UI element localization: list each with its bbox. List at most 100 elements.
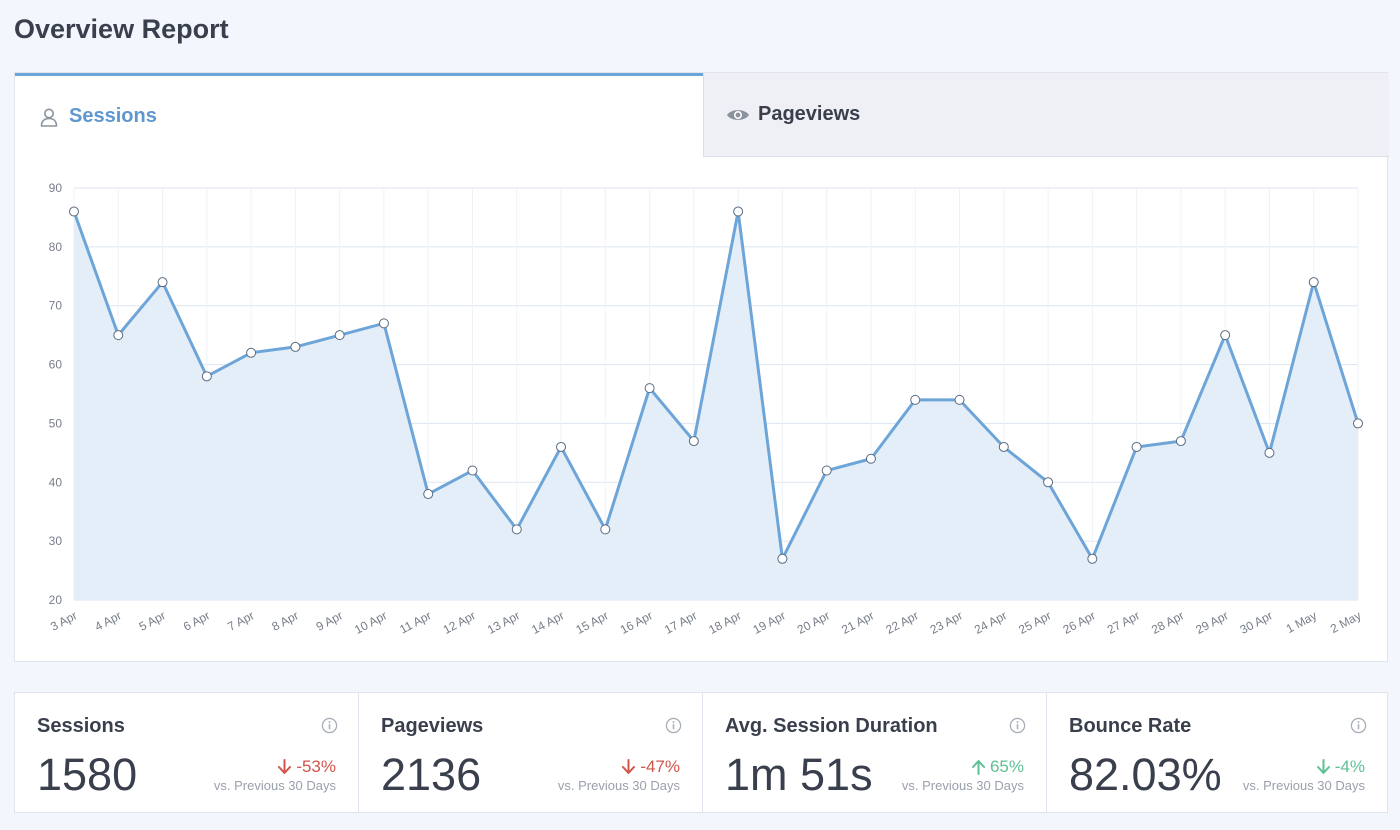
x-tick-label: 19 Apr [751, 608, 788, 637]
x-tick-label: 12 Apr [441, 608, 478, 637]
stat-change-value: -4% [1334, 757, 1365, 776]
x-tick-label: 4 Apr [92, 608, 123, 634]
tab-sessions[interactable]: Sessions [15, 73, 703, 157]
data-point [423, 489, 434, 500]
x-tick-label: 5 Apr [137, 608, 168, 634]
x-tick-label: 24 Apr [972, 608, 1009, 637]
info-icon[interactable] [665, 717, 682, 734]
stat-change: -47% [621, 757, 680, 777]
data-point [378, 318, 389, 329]
data-point [1131, 441, 1142, 452]
x-tick-label: 13 Apr [485, 608, 522, 637]
stat-change: -53% [277, 757, 336, 777]
x-tick-label: 14 Apr [529, 608, 566, 637]
stat-card-avg-session-duration: Avg. Session Duration 1m 51s 65% vs. Pre… [702, 692, 1047, 813]
data-point [290, 341, 301, 352]
x-tick-label: 26 Apr [1061, 608, 1098, 637]
stat-change-value: 65% [989, 757, 1024, 776]
user-icon [37, 105, 61, 129]
x-tick-label: 11 Apr [397, 608, 433, 636]
y-tick-label: 70 [49, 299, 63, 313]
data-point [1308, 277, 1319, 288]
y-tick-label: 20 [49, 593, 63, 607]
x-tick-label: 27 Apr [1105, 608, 1142, 637]
x-tick-label: 25 Apr [1016, 608, 1053, 637]
eye-icon [726, 103, 750, 127]
x-tick-label: 10 Apr [352, 608, 389, 637]
data-point [1264, 447, 1275, 458]
tab-pageviews-label: Pageviews [758, 103, 861, 125]
data-point [644, 383, 655, 394]
stat-compare: vs. Previous 30 Days [557, 778, 680, 793]
data-point [1087, 553, 1098, 564]
x-tick-label: 23 Apr [928, 608, 965, 637]
x-tick-label: 2 May [1328, 608, 1363, 636]
x-tick-label: 7 Apr [225, 608, 256, 634]
data-point [467, 465, 478, 476]
arrow-down-icon [621, 759, 636, 775]
data-point [910, 394, 921, 405]
stat-value: 1m 51s [725, 749, 873, 800]
stat-compare: vs. Previous 30 Days [213, 778, 336, 793]
stat-compare: vs. Previous 30 Days [901, 778, 1024, 793]
data-point [556, 441, 567, 452]
x-tick-label: 1 May [1284, 608, 1319, 636]
y-tick-label: 40 [49, 475, 63, 489]
y-tick-label: 60 [49, 358, 63, 372]
data-point [688, 436, 699, 447]
x-tick-label: 17 Apr [662, 608, 699, 637]
data-point [201, 371, 212, 382]
stat-change: 65% [971, 757, 1024, 777]
x-tick-label: 30 Apr [1238, 608, 1275, 637]
tab-pageviews[interactable]: Pageviews [703, 73, 1389, 157]
data-point [954, 394, 965, 405]
info-icon[interactable] [1009, 717, 1026, 734]
stat-label: Avg. Session Duration [725, 715, 938, 737]
x-tick-label: 8 Apr [269, 608, 300, 634]
stat-value: 82.03% [1069, 749, 1222, 800]
stat-change-value: -53% [296, 757, 336, 776]
x-tick-label: 3 Apr [48, 608, 79, 634]
tab-sessions-label: Sessions [69, 105, 157, 127]
data-point [334, 330, 345, 341]
series-area [74, 211, 1358, 601]
x-tick-label: 21 Apr [839, 608, 876, 637]
series-line [72, 210, 1360, 561]
y-tick-label: 80 [49, 240, 63, 254]
stat-card-bounce-rate: Bounce Rate 82.03% -4% vs. Previous 30 D… [1046, 692, 1388, 813]
x-tick-label: 20 Apr [795, 608, 832, 637]
data-point [157, 277, 168, 288]
stat-value: 2136 [381, 749, 482, 800]
info-icon[interactable] [321, 717, 338, 734]
stat-label: Pageviews [381, 715, 484, 737]
data-point [113, 330, 124, 341]
data-point [1175, 436, 1186, 447]
data-point [821, 465, 832, 476]
sessions-line-chart: 20 30 40 50 60 70 80 90 3 Apr 4 Apr 5 Apr 6 Apr 7 A… [48, 181, 1363, 637]
arrow-up-icon [971, 759, 986, 775]
x-tick-label: 18 Apr [706, 608, 743, 637]
stat-card-pageviews: Pageviews 2136 -47% vs. Previous 30 Days [358, 692, 703, 813]
stat-compare: vs. Previous 30 Days [1242, 778, 1365, 793]
y-tick-label: 30 [49, 534, 63, 548]
page-title: Overview Report [14, 14, 229, 44]
arrow-down-icon [277, 759, 292, 775]
data-point [777, 553, 788, 564]
y-tick-label: 90 [49, 181, 63, 195]
data-point [69, 206, 79, 217]
data-point [998, 441, 1009, 452]
data-point [865, 453, 876, 464]
data-point [246, 347, 257, 358]
info-icon[interactable] [1350, 717, 1367, 734]
data-point [1043, 477, 1054, 488]
data-point [600, 524, 611, 535]
stat-value: 1580 [37, 749, 138, 800]
overview-chart-panel: Sessions Pageviews 20 30 40 50 60 70 80 90 3 Ap… [14, 72, 1389, 662]
stat-label: Sessions [37, 715, 125, 737]
data-point [733, 206, 744, 217]
stat-change-value: -47% [640, 757, 680, 776]
stat-change: -4% [1316, 757, 1365, 777]
y-tick-label: 50 [49, 416, 63, 430]
data-point [1220, 330, 1231, 341]
x-tick-label: 29 Apr [1193, 608, 1230, 637]
